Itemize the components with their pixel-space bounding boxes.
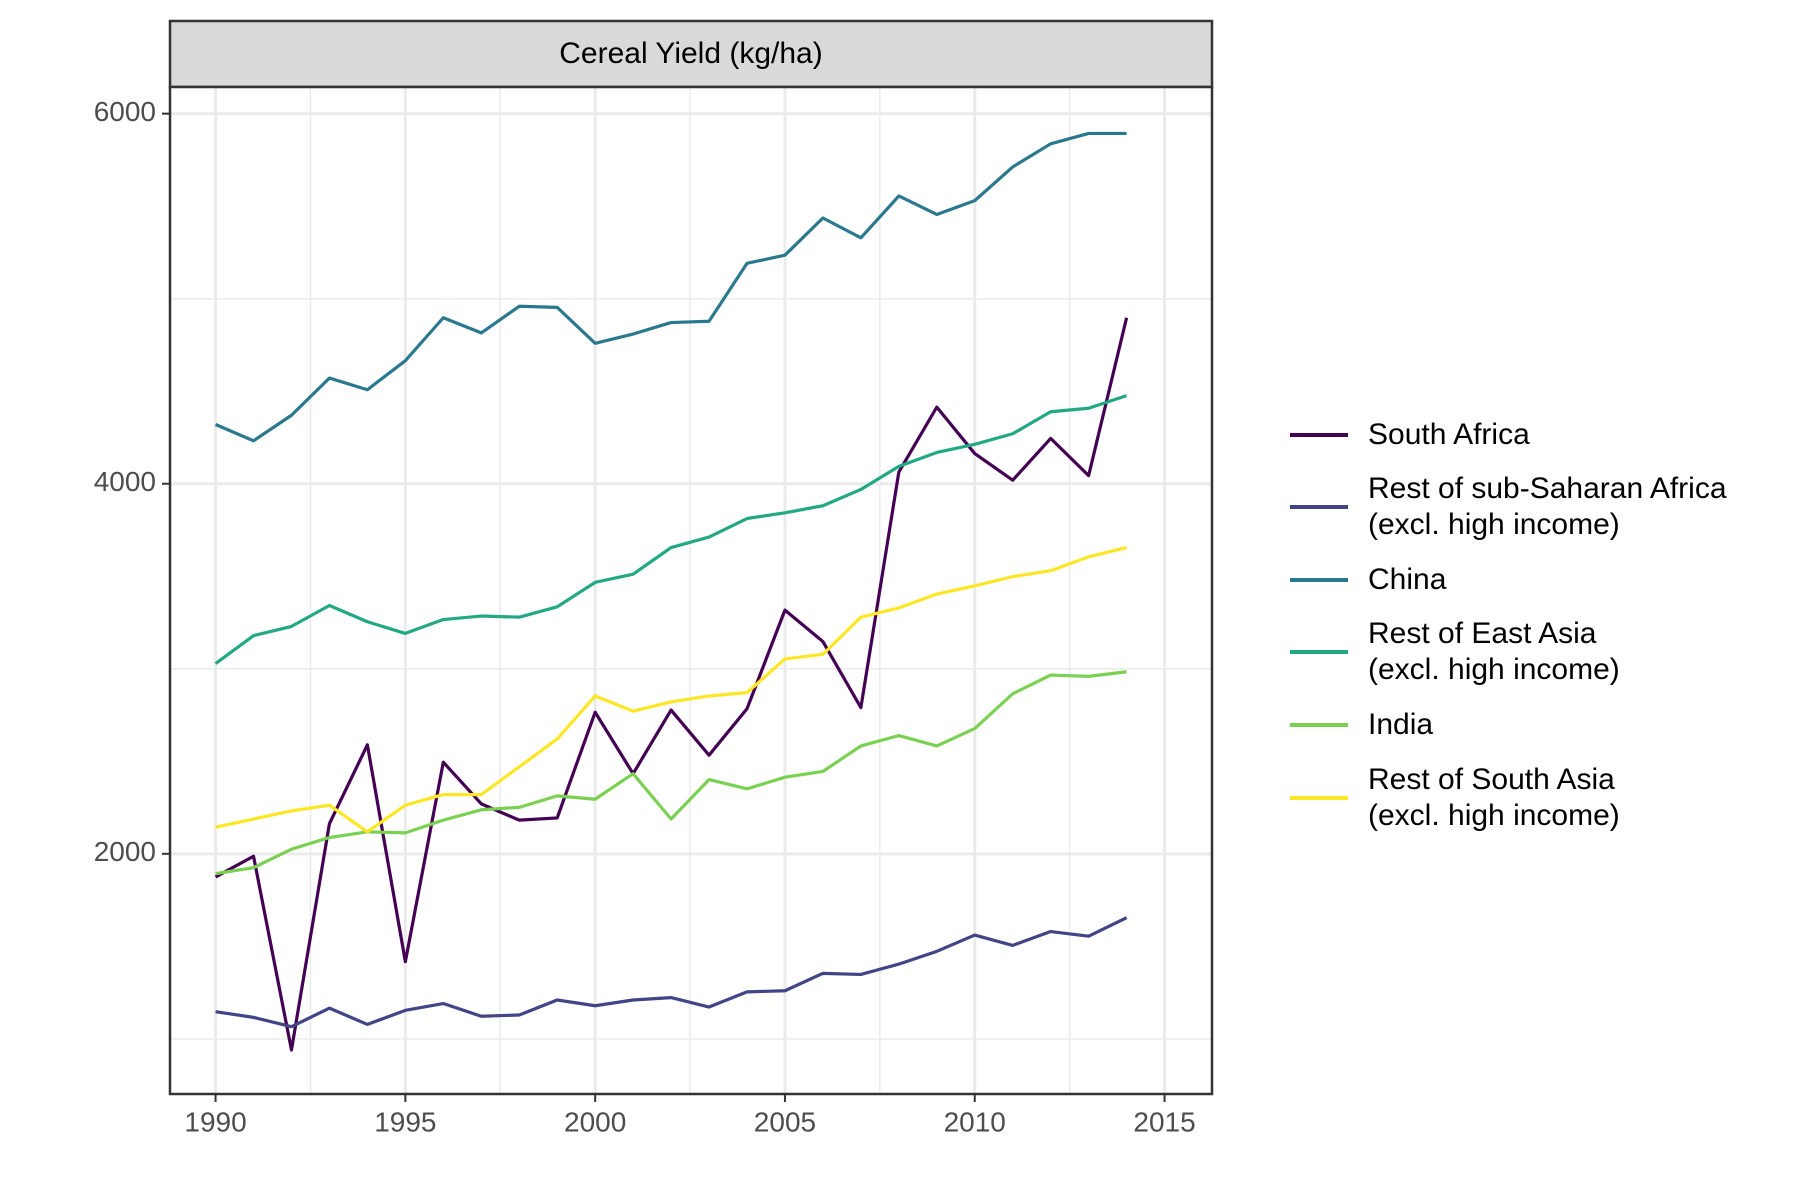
series-line [214,394,1128,665]
legend-entry: Rest of South Asia (excl. high income) [1290,762,1620,834]
x-tick-label: 2000 [564,1106,626,1137]
legend-label: India [1368,708,1434,741]
legend-entry: India [1290,707,1433,743]
legend-label: China [1368,563,1447,596]
y-tick-label: 2000 [94,836,156,867]
y-tick-label: 6000 [94,96,156,127]
legend-label: Rest of East Asia (excl. high income) [1368,617,1620,686]
x-tick-label: 1990 [184,1106,246,1137]
x-tick-label: 2015 [1133,1106,1195,1137]
panel-border [168,85,1214,1096]
legend-key [1290,650,1348,654]
legend-key [1290,505,1348,509]
chart-title: Cereal Yield (kg/ha) [559,37,822,70]
legend-key [1290,578,1348,582]
legend-entry: China [1290,562,1446,598]
x-tick-label: 1995 [374,1106,436,1137]
legend-label: South Africa [1368,418,1530,451]
legend-entry: South Africa [1290,417,1530,453]
strip [168,19,1214,89]
legend-key [1290,723,1348,727]
legend-entry: Rest of sub-Saharan Africa (excl. high i… [1290,471,1727,543]
series-line [215,546,1127,834]
legend-key [1290,796,1348,800]
x-tick-label: 2010 [944,1106,1006,1137]
series-line [215,916,1128,1029]
legend-key [1290,433,1348,437]
series-line [214,317,1129,1052]
x-tick-label: 2005 [754,1106,816,1137]
y-tick-label: 4000 [94,466,156,497]
panel [170,87,1212,1094]
legend-label: Rest of South Asia (excl. high income) [1368,763,1620,832]
series-line [214,131,1127,443]
legend-entry: Rest of East Asia (excl. high income) [1290,616,1620,688]
legend-label: Rest of sub-Saharan Africa (excl. high i… [1368,472,1727,541]
